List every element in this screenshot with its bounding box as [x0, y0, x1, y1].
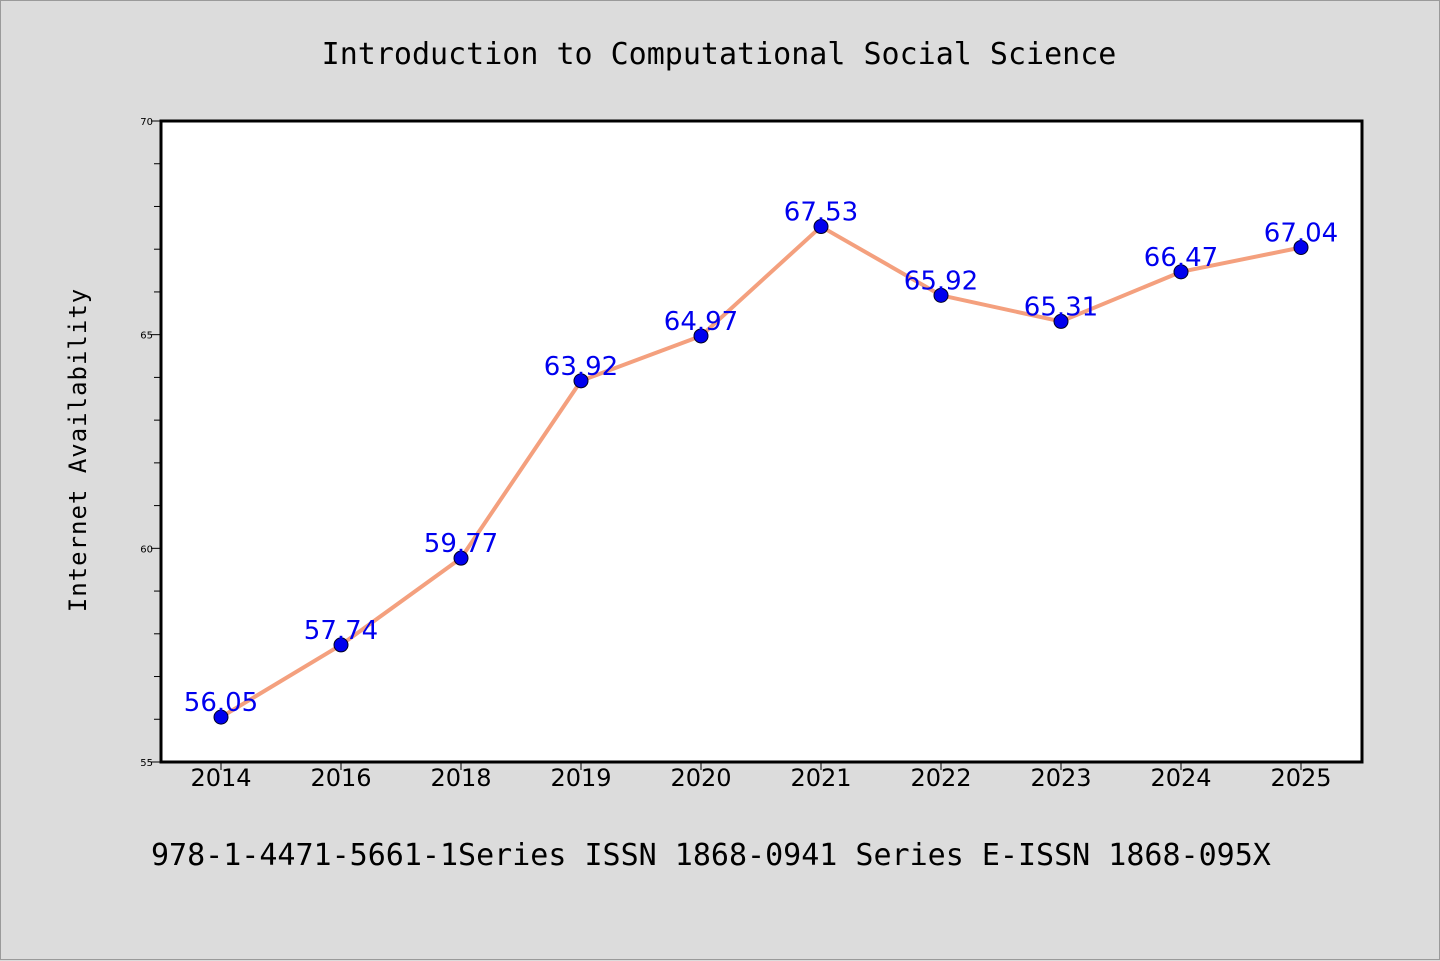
x-tick-label: 2023	[1030, 764, 1091, 792]
y-tick-label: 65	[140, 331, 153, 342]
x-tick-label: 2024	[1150, 764, 1211, 792]
data-label: 67.53	[784, 198, 858, 228]
y-tick-label: 70	[140, 117, 153, 128]
data-point-marker	[933, 287, 949, 303]
y-tick-label: 55	[140, 758, 153, 769]
x-tick-label: 2018	[430, 764, 491, 792]
data-label: 57.74	[304, 616, 378, 646]
data-label: 64.97	[664, 307, 738, 337]
x-tick-label: 2019	[550, 764, 611, 792]
plot-area	[161, 121, 1362, 762]
data-label: 65.92	[904, 266, 978, 296]
chart-title: Introduction to Computational Social Sci…	[322, 37, 1117, 72]
footer-text: 978-1-4471-5661-1Series ISSN 1868-0941 S…	[151, 838, 1271, 873]
y-axis-ticks: 55 60 65 70	[140, 117, 161, 769]
x-tick-label: 2020	[670, 764, 731, 792]
x-tick-label: 2025	[1270, 764, 1331, 792]
data-point-marker	[1173, 264, 1189, 280]
data-label: 67.04	[1264, 218, 1338, 248]
x-tick-label: 2021	[790, 764, 851, 792]
data-point-marker	[1293, 239, 1309, 255]
x-tick-label: 2014	[190, 764, 251, 792]
x-tick-label: 2016	[310, 764, 371, 792]
y-axis-label: Internet Availability	[64, 288, 92, 612]
plot-frame	[159, 119, 1364, 764]
data-point-marker	[333, 637, 349, 653]
data-point-marker	[813, 219, 829, 235]
data-label: 65.31	[1024, 292, 1098, 322]
data-label: 59.77	[424, 529, 498, 559]
data-label: 63.92	[544, 352, 618, 382]
data-point-marker	[1053, 313, 1069, 329]
series-group: 56.05 57.74 59.77 63.92 64.97 67.53 65.92 65.31…	[184, 198, 1338, 725]
data-label: 66.47	[1144, 243, 1218, 273]
data-point-marker	[693, 328, 709, 344]
data-point-marker	[213, 709, 229, 725]
x-tick-label: 2022	[910, 764, 971, 792]
data-point-marker	[573, 373, 589, 389]
y-tick-label: 60	[140, 544, 153, 555]
x-axis-ticks: 2014 2016 2018 2019 2020 2021 2022 2023 2024 2025	[190, 762, 1332, 792]
series-line	[219, 224, 1303, 720]
data-point-marker	[453, 550, 469, 566]
data-label: 56.05	[184, 688, 258, 718]
